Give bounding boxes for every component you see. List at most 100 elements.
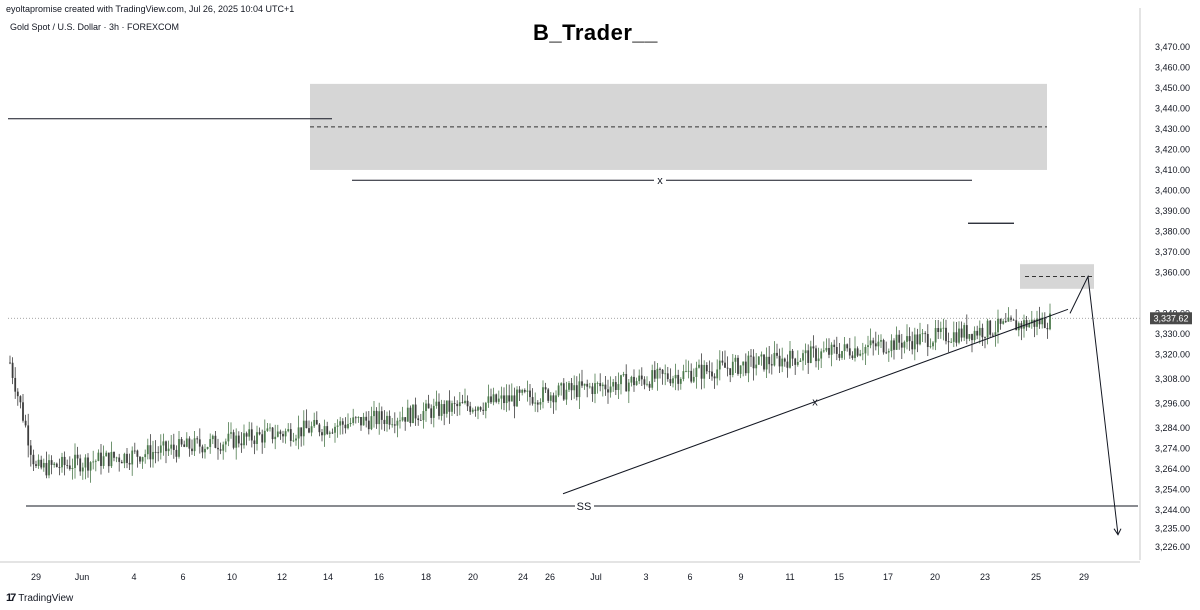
candle-body [84, 457, 87, 468]
candle-body [68, 465, 71, 470]
candle-body [981, 327, 984, 338]
candle-body [235, 435, 238, 448]
candle-body [417, 418, 420, 421]
price-tick-label: 3,320.00 [1155, 349, 1190, 359]
candle-body [921, 333, 924, 335]
candle-body [791, 350, 794, 359]
price-tick-label: 3,470.00 [1155, 42, 1190, 52]
candle-body [133, 450, 136, 452]
candle-body [445, 400, 448, 414]
candle-body [708, 371, 711, 373]
candle-body [287, 429, 290, 432]
candle-body [952, 332, 955, 342]
price-tick-label: 3,254.00 [1155, 485, 1190, 495]
price-tick-label: 3,420.00 [1155, 144, 1190, 154]
candle-body [843, 344, 846, 352]
candle-body [237, 435, 240, 444]
candle-body [1025, 320, 1028, 328]
time-tick-label: 10 [227, 572, 237, 582]
candle-body [672, 378, 674, 384]
candle-body [718, 360, 721, 370]
candle-body [477, 407, 479, 411]
candle-body [19, 396, 22, 403]
candle-body [763, 354, 765, 370]
candle-body [877, 341, 880, 347]
time-tick-label: 6 [180, 572, 185, 582]
candle-body [804, 350, 807, 354]
candle-body [308, 428, 310, 433]
candle-body [640, 375, 643, 380]
candle-body [354, 417, 357, 419]
candle-body [248, 429, 251, 437]
candle-body [817, 358, 820, 362]
time-tick-label: Jun [75, 572, 90, 582]
candle-body [880, 340, 882, 342]
candle-body [588, 386, 591, 388]
candle-body [399, 420, 401, 422]
time-tick-label: 14 [323, 572, 333, 582]
candle-body [874, 343, 877, 347]
candle-body [276, 431, 279, 437]
brand-label: TradingView [18, 592, 74, 604]
candle-body [895, 334, 898, 350]
candle-body [61, 456, 63, 468]
candle-body [755, 364, 758, 369]
candle-body [440, 404, 443, 416]
candle-body [1041, 317, 1044, 325]
candle-body [859, 353, 862, 356]
candle-body [126, 453, 128, 463]
candle-body [274, 436, 277, 440]
candle-body [513, 395, 516, 407]
candle-body [542, 387, 544, 403]
candle-body [789, 350, 791, 368]
candle-body [643, 379, 646, 385]
candle-body [942, 327, 945, 329]
time-tick-label: 20 [930, 572, 940, 582]
candle-body [890, 340, 893, 352]
candle-body [991, 334, 994, 336]
candle-body [448, 400, 451, 412]
candle-body [204, 448, 206, 453]
price-tick-label: 3,390.00 [1155, 206, 1190, 216]
candle-body [48, 460, 50, 476]
candle-body [383, 419, 386, 425]
candle-body [630, 376, 633, 383]
candle-body [118, 457, 121, 462]
candle-body [994, 332, 997, 336]
candle-body [1023, 320, 1025, 329]
candle-body [846, 344, 849, 349]
candle-body [165, 441, 167, 452]
candle-body [243, 433, 245, 446]
candle-body [94, 460, 97, 462]
time-tick-label: 6 [687, 572, 692, 582]
candle-body [347, 424, 349, 429]
symbol-label[interactable]: Gold Spot / U.S. Dollar · 3h · FOREXCOM [10, 22, 180, 32]
candle-body [529, 390, 531, 398]
candle-body [999, 318, 1002, 324]
candle-body [666, 373, 669, 380]
candle-body [297, 427, 300, 439]
candle-body [344, 424, 347, 429]
tradingview-brand[interactable]: 17 TradingView [6, 592, 73, 604]
candle-body [380, 411, 383, 420]
candle-body [425, 403, 427, 412]
candle-body [752, 356, 755, 369]
candle-body [911, 341, 914, 350]
candle-body [152, 451, 154, 460]
candle-body [934, 328, 937, 343]
candle-body [289, 429, 292, 441]
candle-body [776, 352, 778, 356]
candle-body [341, 421, 344, 425]
candle-body [856, 348, 859, 356]
candle-body [695, 367, 698, 377]
candle-body [531, 397, 534, 404]
price-tick-label: 3,450.00 [1155, 83, 1190, 93]
candle-body [669, 379, 672, 384]
candle-body [851, 355, 854, 359]
candle-body [549, 395, 552, 401]
candle-body [919, 334, 921, 345]
candle-body [66, 465, 69, 466]
candle-body [362, 416, 365, 426]
candle-body [170, 444, 173, 449]
